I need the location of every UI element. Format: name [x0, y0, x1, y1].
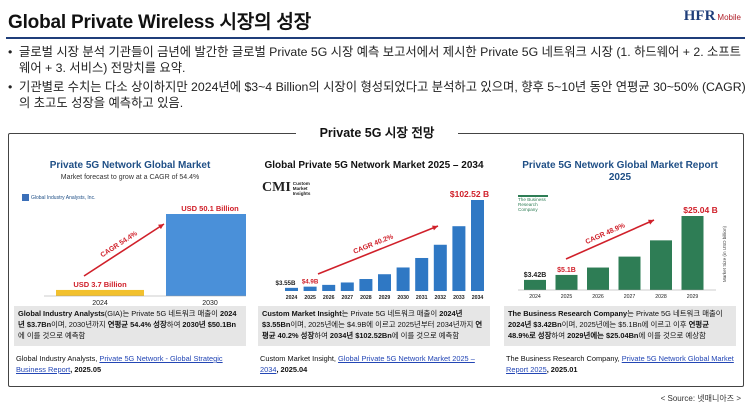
panel-subtitle: Market forecast to grow at a CAGR of 54.…	[60, 174, 200, 181]
value-label: USD 50.1 Billion	[181, 204, 239, 213]
cagr-arrow-line	[565, 219, 655, 260]
panel-title: Global Private 5G Network Market 2025 – …	[264, 160, 484, 171]
cagr-arrow-head	[432, 225, 438, 231]
title-divider	[6, 37, 745, 39]
bar-2029	[378, 274, 391, 291]
panel-source: Global Industry Analysts, Private 5G Net…	[16, 354, 223, 374]
bullet-item: 글로벌 시장 분석 기관들이 금년에 발간한 글로벌 Private 5G 시장…	[8, 44, 746, 76]
cmi-chart: 2024 $3.55B 2025 $4.9B 2026 2027 2028 2029 2030 2…	[276, 189, 490, 301]
cagr-arrow-head	[648, 219, 654, 225]
bar-2025	[303, 286, 317, 291]
bar-2033	[452, 226, 466, 291]
source-note: < Source: 넷매니아즈 >	[660, 394, 741, 403]
source-link[interactable]: Global Private 5G Network Market 2025 – …	[260, 354, 475, 374]
cagr-arrow-line	[317, 225, 439, 275]
x-tick-label: 2025	[561, 294, 573, 300]
x-tick-label: 2030	[202, 300, 218, 306]
bar-2030	[396, 267, 410, 291]
x-tick-label: 2032	[435, 295, 447, 301]
bullet-item: 기관별로 수치는 다소 상이하지만 2024년에 $3~4 Billion의 시…	[8, 79, 746, 111]
gia-brand: Global Industry Analysts, Inc.	[22, 194, 95, 201]
panel-source: The Business Research Company, Private 5…	[506, 354, 734, 374]
value-label: $4.9B	[302, 279, 319, 286]
x-tick-label: 2024	[92, 300, 108, 306]
x-tick-label: 2028	[655, 294, 667, 300]
panel-description: The Business Research Company는 Private 5…	[504, 306, 736, 346]
panel-title: Private 5G Network Global Market Report	[522, 160, 718, 171]
source-link[interactable]: Private 5G Network - Global Strategic Bu…	[16, 354, 223, 374]
panel-description: Global Industry Analysts(GIA)는 Private 5…	[14, 306, 246, 346]
x-tick-label: 2034	[472, 295, 484, 301]
summary-bullets: 글로벌 시장 분석 기관들이 금년에 발간한 글로벌 Private 5G 시장…	[8, 44, 746, 114]
bar-2024	[285, 287, 298, 291]
x-tick-label: 2024	[286, 295, 298, 301]
value-label: $3.42B	[524, 272, 547, 279]
bar-2030	[166, 214, 246, 296]
panel-source: Custom Market Insight, Global Private 5G…	[260, 354, 475, 374]
x-tick-label: 2029	[687, 294, 699, 300]
bar-2032	[433, 244, 447, 291]
value-label: USD 3.7 Billion	[73, 280, 127, 289]
bar-2025	[555, 274, 578, 290]
bar-2028	[650, 240, 672, 290]
panel-description: Custom Market Insight는 Private 5G 네트워크 매…	[258, 306, 490, 346]
source-link[interactable]: Private 5G Network Global Market Report …	[506, 354, 734, 374]
company-logo: HFR Mobile	[683, 8, 741, 24]
x-tick-label: 2025	[304, 295, 316, 301]
cmi-logo: CMI Custom Market Insights	[262, 180, 311, 196]
x-tick-label: 2026	[592, 294, 604, 300]
value-label: $25.04 B	[683, 205, 718, 215]
bar-2029	[681, 216, 704, 290]
panel-title: Private 5G Network Global Market	[49, 160, 211, 171]
tbrc-chart: 2024 $3.42B 2025 $5.1B 2026 2027 2028 2029 $25.0…	[518, 205, 727, 300]
x-tick-label: 2029	[379, 295, 391, 301]
value-label: $102.52 B	[450, 189, 489, 199]
bar-2027	[618, 256, 641, 290]
gia-panel: Private 5G Network Global Market Market …	[14, 150, 246, 380]
bar-2031	[415, 257, 429, 291]
cmi-panel: Global Private 5G Network Market 2025 – …	[258, 150, 490, 380]
x-tick-label: 2031	[416, 295, 428, 301]
section-label: Private 5G 시장 전망	[296, 123, 458, 143]
value-label: $5.1B	[557, 267, 576, 274]
x-tick-label: 2027	[624, 294, 636, 300]
x-tick-label: 2024	[529, 294, 541, 300]
x-tick-label: 2030	[397, 295, 409, 301]
bar-2026	[587, 267, 609, 290]
value-label: $3.55B	[276, 280, 296, 287]
bar-2027	[340, 282, 354, 291]
x-tick-label: 2027	[342, 295, 354, 301]
bar-2034	[471, 200, 484, 291]
page-title: Global Private Wireless 시장의 성장	[8, 12, 311, 33]
cagr-arrow-head	[158, 224, 164, 230]
panel-title-year: 2025	[608, 172, 632, 183]
bar-2026	[322, 284, 336, 291]
x-tick-label: 2028	[360, 295, 372, 301]
tbrc-panel: Private 5G Network Global Market Report …	[504, 150, 736, 380]
bar-2024	[524, 279, 546, 290]
bar-2024	[56, 289, 144, 296]
x-tick-label: 2026	[323, 295, 335, 301]
x-tick-label: 2033	[453, 295, 465, 301]
y-axis-label: Market Size (in USD billion)	[722, 225, 727, 282]
cagr-arrow-line	[83, 223, 165, 277]
bar-2028	[359, 279, 373, 291]
tbrc-brand: The Business Research Company	[518, 195, 548, 212]
